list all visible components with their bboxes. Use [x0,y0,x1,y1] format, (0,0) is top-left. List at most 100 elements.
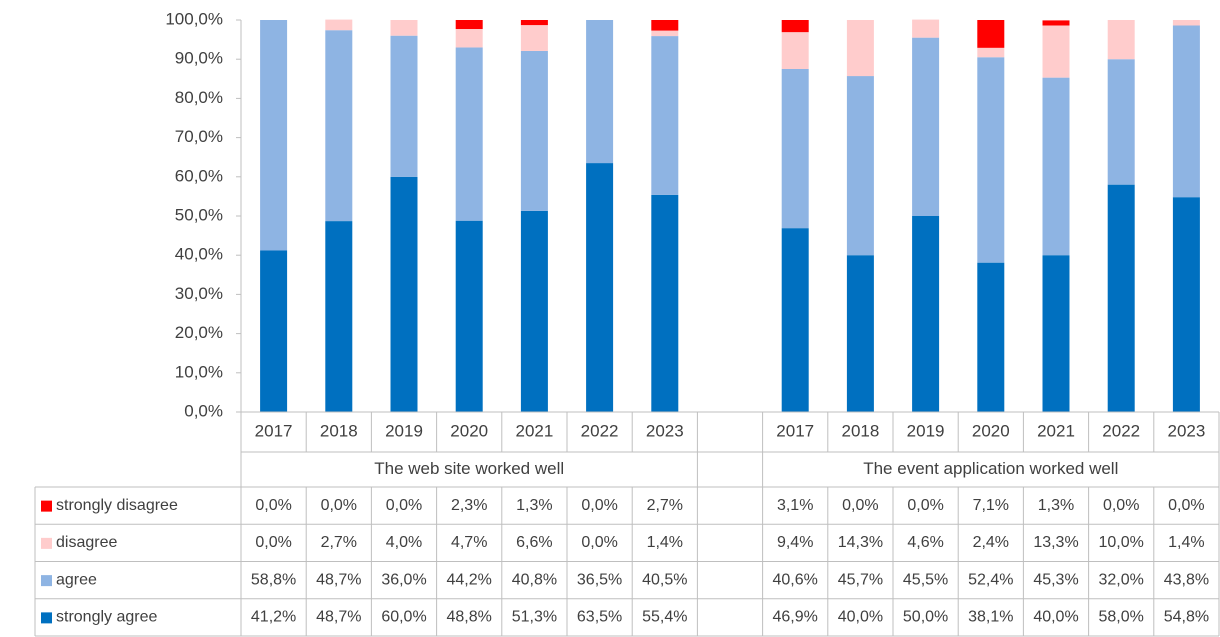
table-value: 9,4% [777,534,813,551]
y-tick-label: 60,0% [175,166,223,185]
y-tick-label: 70,0% [175,127,223,146]
bar-segment [1042,25,1070,78]
y-tick-label: 100,0% [165,9,223,28]
legend-label: strongly disagree [56,497,178,514]
table-value: 40,6% [773,571,818,588]
table-value: 46,9% [773,609,818,626]
table-value: 4,6% [907,534,943,551]
legend-key [41,575,52,587]
table-value: 45,3% [1033,571,1078,588]
legend-key [41,537,52,549]
legend-label: agree [56,571,97,588]
bar-segment [520,20,548,26]
bar-segment [781,69,809,229]
legend-key [41,500,52,512]
bar-segment [1107,184,1135,412]
bar-segment [912,37,940,216]
table-value: 4,0% [386,534,422,551]
y-tick-label: 40,0% [175,245,223,264]
bar-segment [455,20,483,30]
table-value: 41,2% [251,609,296,626]
table-value: 6,6% [516,534,552,551]
bar-segment [912,19,940,38]
table-value: 7,1% [973,497,1009,514]
legend-key [41,612,52,624]
bar-segment [586,20,614,164]
table-value: 0,0% [581,497,617,514]
x-tick-label: 2023 [646,421,684,440]
bar-segment [1042,20,1070,26]
table-value: 1,4% [1168,534,1204,551]
bar-segment [260,20,288,251]
table-value: 52,4% [968,571,1013,588]
y-tick-label: 10,0% [175,362,223,381]
table-value: 36,0% [381,571,426,588]
table-value: 48,7% [316,609,361,626]
bar-segment [1042,255,1070,412]
table-value: 2,4% [973,534,1009,551]
bar-segment [1107,20,1135,60]
table-value: 0,0% [842,497,878,514]
x-tick-label: 2022 [1102,421,1140,440]
bar-segment [977,47,1005,58]
table-value: 10,0% [1099,534,1144,551]
table-value: 44,2% [447,571,492,588]
table-value: 48,8% [447,609,492,626]
table-value: 2,7% [647,497,683,514]
table-value: 0,0% [321,497,357,514]
table-value: 2,3% [451,497,487,514]
table-value: 14,3% [838,534,883,551]
bar-segment [912,216,940,412]
bar-segment [1172,25,1200,198]
bar-segment [781,228,809,412]
table-value: 32,0% [1099,571,1144,588]
table-value: 4,7% [451,534,487,551]
table-value: 36,5% [577,571,622,588]
table-value: 40,8% [512,571,557,588]
bar-segment [846,255,874,412]
x-tick-label: 2020 [450,421,488,440]
bar-segment [781,32,809,69]
table-value: 38,1% [968,609,1013,626]
table-value: 43,8% [1164,571,1209,588]
table-value: 54,8% [1164,609,1209,626]
bar-segment [260,250,288,412]
bar-segment [1172,197,1200,412]
legend-label: disagree [56,534,117,551]
bar-segment [846,76,874,256]
table-value: 40,0% [1033,609,1078,626]
table-value: 0,0% [255,497,291,514]
table-value: 0,0% [386,497,422,514]
y-tick-label: 80,0% [175,88,223,107]
y-tick-label: 0,0% [184,401,223,420]
bar-segment [390,20,418,36]
bar-segment [455,220,483,412]
x-tick-label: 2017 [776,421,814,440]
table-value: 1,3% [1038,497,1074,514]
x-tick-label: 2021 [1037,421,1075,440]
table-value: 0,0% [581,534,617,551]
table-value: 2,7% [321,534,357,551]
bar-segment [651,30,679,37]
x-tick-label: 2021 [515,421,553,440]
x-tick-label: 2018 [841,421,879,440]
bar-segment [390,176,418,412]
table-value: 0,0% [1168,497,1204,514]
bar-segment [1172,20,1200,26]
bar-segment [455,47,483,221]
table-value: 50,0% [903,609,948,626]
table-value: 45,7% [838,571,883,588]
y-tick-label: 30,0% [175,284,223,303]
bar-segment [977,262,1005,412]
bar-segment [651,36,679,195]
bar-segment [1042,77,1070,256]
x-tick-label: 2020 [972,421,1010,440]
bar-segment [325,19,353,31]
x-tick-label: 2019 [907,421,945,440]
bar-segment [520,210,548,412]
table-value: 40,0% [838,609,883,626]
table-value: 3,1% [777,497,813,514]
bar-segment [325,221,353,412]
table-value: 40,5% [642,571,687,588]
bar-segment [455,29,483,48]
